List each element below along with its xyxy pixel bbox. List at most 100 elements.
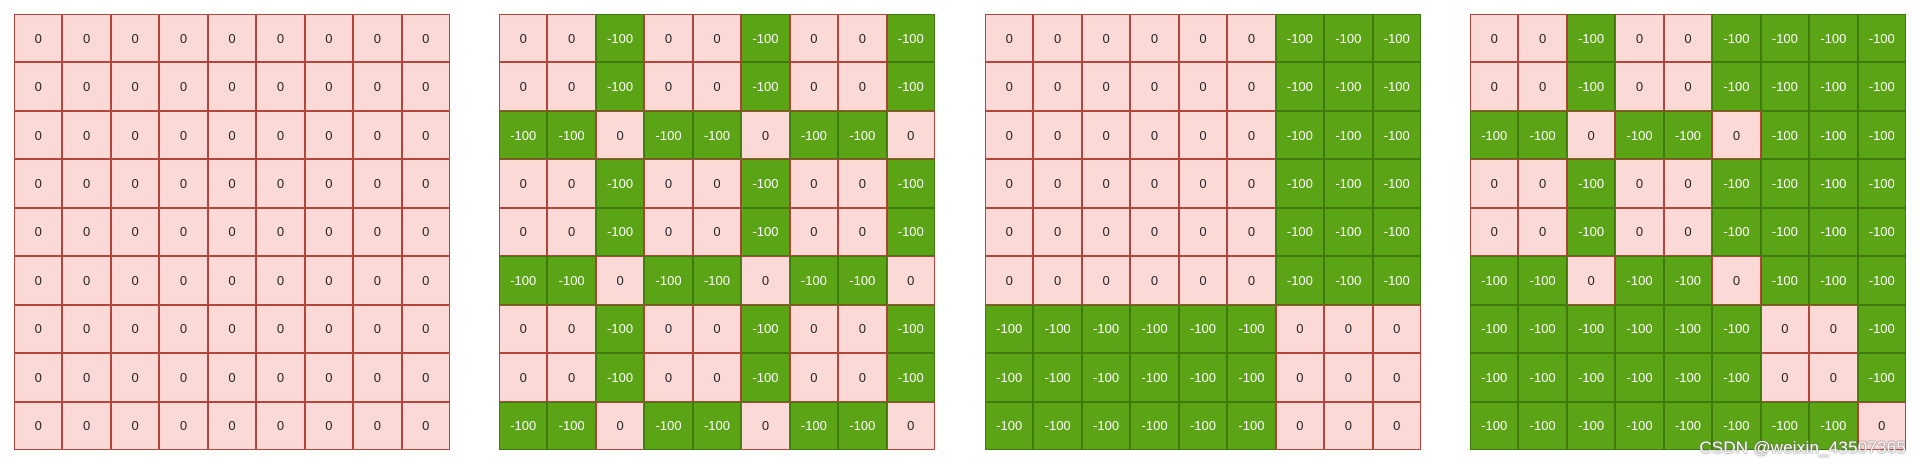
grid-cell: -100: [1518, 304, 1567, 354]
grid-cell: -100: [1857, 256, 1906, 305]
grid-cell: 0: [1275, 353, 1325, 402]
grid-cell: 0: [353, 14, 402, 63]
grid-cell: -100: [499, 256, 548, 305]
grid-cell: -100: [1033, 304, 1082, 354]
grid-cell: -100: [1663, 304, 1713, 354]
grid-cell: -100: [1857, 110, 1906, 160]
grid-cell: 0: [1470, 159, 1519, 208]
grid-cell: -100: [692, 401, 742, 450]
grid-cell: 0: [886, 110, 935, 160]
grid-cell: -100: [838, 110, 887, 160]
grid-cell: 0: [1227, 110, 1276, 160]
grid-cell: -100: [1566, 14, 1616, 63]
grid-cell: 0: [256, 62, 305, 111]
grid-cell: 0: [644, 207, 693, 257]
grid-cell: 0: [692, 353, 742, 402]
grid-cell: 0: [401, 110, 450, 160]
grid-cell: 0: [353, 401, 402, 450]
grid-cell: 0: [985, 62, 1034, 111]
grid-cell: -100: [1518, 110, 1567, 160]
grid-cell: -100: [741, 304, 790, 354]
grid-cell: 0: [741, 110, 790, 160]
grid-cell: -100: [1663, 401, 1713, 450]
grid-cell: -100: [1033, 401, 1082, 450]
grid-cell: 0: [62, 62, 111, 111]
grid-cell: 0: [692, 159, 742, 208]
grid-cell: 0: [256, 304, 305, 354]
grid-cell: 0: [304, 304, 354, 354]
grid-cell: -100: [644, 256, 693, 305]
grid-cell: 0: [14, 401, 63, 450]
grid-cell: 0: [304, 14, 354, 63]
grid-cell: 0: [1227, 14, 1276, 63]
grid-cell: -100: [1275, 62, 1325, 111]
grid-cell: -100: [886, 159, 935, 208]
grid-cell: 0: [110, 62, 160, 111]
grid-cell: 0: [789, 159, 839, 208]
grid-cell: 0: [159, 256, 208, 305]
grid-cell: 0: [1178, 256, 1228, 305]
grid-cell: -100: [692, 110, 742, 160]
grid-cell: -100: [1712, 401, 1761, 450]
grid-cell: -100: [1470, 304, 1519, 354]
grid-cell: 0: [1372, 401, 1421, 450]
grid-cell: 0: [401, 304, 450, 354]
grid-cell: 0: [838, 304, 887, 354]
grid-cell: -100: [1275, 207, 1325, 257]
grid-cell: 0: [547, 14, 596, 63]
grid-cell: -100: [886, 62, 935, 111]
grid-cell: 0: [985, 256, 1034, 305]
grid-cell: 0: [304, 159, 354, 208]
grid-cell: 0: [1518, 207, 1567, 257]
grid-cell: 0: [304, 256, 354, 305]
grid-cell: -100: [1809, 14, 1858, 63]
grid-cell: 0: [595, 401, 645, 450]
grid-cell: -100: [499, 110, 548, 160]
grid-cell: 0: [692, 207, 742, 257]
grid-cell: -100: [741, 14, 790, 63]
grid-cell: -100: [741, 353, 790, 402]
grid-cell: -100: [1470, 353, 1519, 402]
grid-cell: 0: [62, 14, 111, 63]
grid-cell: -100: [1809, 207, 1858, 257]
grid-cell: -100: [1809, 401, 1858, 450]
grid-cell: -100: [1566, 207, 1616, 257]
grid-cell: 0: [304, 401, 354, 450]
grid-cell: -100: [1857, 207, 1906, 257]
grid-cell: 0: [353, 353, 402, 402]
grid-cell: 0: [1566, 256, 1616, 305]
grid-cell: -100: [1712, 353, 1761, 402]
grid-cell: 0: [1033, 256, 1082, 305]
grid-cell: -100: [1324, 62, 1373, 111]
grid-cell: -100: [1615, 353, 1664, 402]
grid-cell: -100: [741, 207, 790, 257]
grid-cell: 0: [1081, 207, 1131, 257]
grid-cell: -100: [1857, 353, 1906, 402]
grid-cell: 0: [62, 353, 111, 402]
grid-cell: 0: [62, 159, 111, 208]
grid-cell: -100: [1712, 62, 1761, 111]
grid-cell: 0: [1033, 14, 1082, 63]
grid-cell: 0: [1470, 207, 1519, 257]
grid-cell: -100: [1518, 353, 1567, 402]
grid-cell: -100: [1227, 304, 1276, 354]
grid-cell: -100: [838, 256, 887, 305]
grid-cell: -100: [886, 304, 935, 354]
grid-cell: 0: [14, 14, 63, 63]
grid-cell: -100: [1324, 256, 1373, 305]
grid-cell: -100: [1033, 353, 1082, 402]
grid-cell: 0: [838, 62, 887, 111]
grid-cell: -100: [1324, 159, 1373, 208]
grid-cell: -100: [1372, 14, 1421, 63]
grid-cell: 0: [1760, 353, 1810, 402]
grid-cell: 0: [886, 401, 935, 450]
grid-cell: 0: [1081, 14, 1131, 63]
grid-cell: -100: [1615, 304, 1664, 354]
grid-cell: 0: [1227, 62, 1276, 111]
grid-cell: 0: [789, 353, 839, 402]
grid-cell: 0: [547, 62, 596, 111]
grid-cell: -100: [1566, 62, 1616, 111]
grid-cell: -100: [1712, 159, 1761, 208]
grid-cell: 0: [159, 401, 208, 450]
